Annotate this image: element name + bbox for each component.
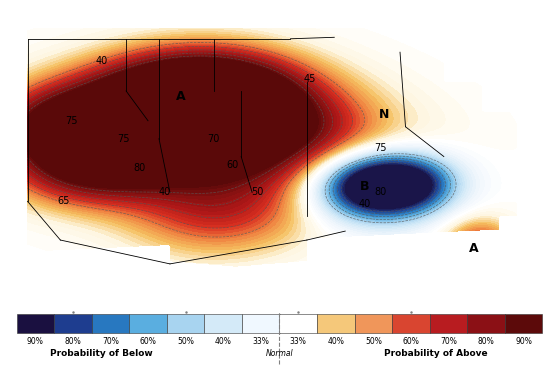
Text: Probability of Above: Probability of Above (384, 349, 487, 358)
Text: 40: 40 (96, 56, 107, 66)
Text: 60%: 60% (140, 337, 157, 346)
Text: 70%: 70% (102, 337, 119, 346)
Bar (317, 314, 354, 333)
Text: 90%: 90% (515, 337, 532, 346)
Bar (280, 314, 317, 333)
Text: 60: 60 (227, 160, 239, 171)
Text: Normal: Normal (266, 349, 293, 358)
Text: 40%: 40% (215, 337, 231, 346)
Bar (167, 314, 205, 333)
Text: 50%: 50% (365, 337, 382, 346)
Text: 80: 80 (134, 163, 146, 174)
Bar (205, 314, 242, 333)
Text: 80: 80 (375, 187, 387, 197)
Bar (467, 314, 505, 333)
Text: Probability of Below: Probability of Below (50, 349, 153, 358)
Text: 80%: 80% (478, 337, 495, 346)
Text: 33%: 33% (252, 337, 269, 346)
Text: 40: 40 (358, 199, 371, 209)
Text: B: B (359, 180, 369, 193)
Bar (430, 314, 467, 333)
Text: 90%: 90% (27, 337, 44, 346)
Bar (505, 314, 542, 333)
Text: 65: 65 (57, 196, 69, 206)
Bar (54, 314, 92, 333)
Text: A: A (176, 91, 186, 104)
Bar (242, 314, 280, 333)
Text: 50: 50 (252, 187, 264, 197)
Bar (129, 314, 167, 333)
Text: 80%: 80% (64, 337, 81, 346)
Text: 70: 70 (207, 134, 220, 144)
Bar (354, 314, 392, 333)
Bar (17, 314, 54, 333)
Text: 70%: 70% (440, 337, 457, 346)
Text: N: N (378, 108, 389, 121)
Text: 60%: 60% (402, 337, 419, 346)
Bar (92, 314, 129, 333)
Text: 50%: 50% (177, 337, 194, 346)
Text: 75: 75 (375, 142, 387, 153)
Text: 40%: 40% (328, 337, 344, 346)
Text: 40: 40 (158, 187, 170, 197)
Text: 33%: 33% (290, 337, 307, 346)
Text: 75: 75 (65, 116, 78, 126)
Bar (392, 314, 430, 333)
Text: A: A (469, 242, 479, 255)
Text: 45: 45 (304, 74, 316, 84)
Text: 75: 75 (117, 134, 130, 144)
